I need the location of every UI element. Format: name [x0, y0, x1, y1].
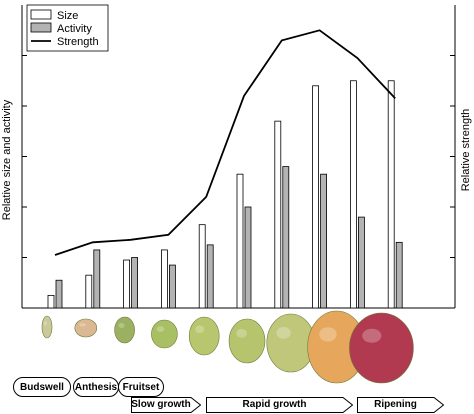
- small-fruit-icon: [151, 319, 178, 349]
- growth-phase-arrow: Ripening: [357, 397, 444, 413]
- legend-label: Activity: [57, 23, 92, 35]
- size-bar: [198, 224, 206, 309]
- activity-bar: [55, 279, 63, 309]
- growth-phase-arrow: Rapid growth: [206, 397, 353, 413]
- growth-phase-arrow: Slow growth: [131, 397, 201, 413]
- size-bar: [274, 120, 282, 309]
- arrow-shape-icon: [131, 397, 201, 413]
- arrow-shape-icon: [357, 397, 444, 413]
- activity-bar: [206, 244, 214, 309]
- bud-icon: [41, 315, 53, 339]
- growth-phase-label: Ripening: [374, 399, 417, 410]
- activity-bar: [131, 257, 139, 309]
- stage-pill: Fruitset: [118, 377, 164, 397]
- growth-phase-label: Rapid growth: [242, 399, 307, 410]
- y-axis-label: Relative size and activity: [1, 99, 13, 220]
- arrow-shape-icon: [206, 397, 353, 413]
- size-bar: [160, 249, 168, 309]
- strength-line: [54, 29, 396, 256]
- size-bar: [236, 173, 244, 309]
- fruit-images: [41, 310, 414, 384]
- chart-bars: [47, 80, 403, 309]
- legend-label: Strength: [57, 36, 99, 48]
- fruit-icon: [228, 318, 266, 364]
- activity-bar: [244, 206, 252, 309]
- fruit-highlight-icon: [156, 326, 165, 332]
- ripe-fruit-icon: [349, 312, 414, 384]
- stage-pill: Budswell: [13, 377, 71, 397]
- fruitset-icon: [114, 316, 135, 344]
- fruit-highlight-icon: [319, 327, 337, 342]
- fruit-highlight-icon: [362, 328, 382, 343]
- chart-line: [54, 29, 396, 256]
- fruit-highlight-icon: [236, 328, 248, 338]
- size-bar: [387, 80, 395, 309]
- size-bar: [349, 80, 357, 309]
- size-bar: [123, 259, 130, 309]
- activity-bar: [357, 216, 365, 309]
- activity-bar: [282, 166, 290, 309]
- size-bar: [85, 274, 93, 309]
- activity-bar: [93, 249, 101, 309]
- stage-pill: Anthesis: [73, 377, 119, 397]
- size-bar: [47, 294, 55, 309]
- activity-bar: [168, 264, 176, 309]
- legend-label: Size: [57, 10, 78, 22]
- fruit-highlight-icon: [195, 325, 205, 334]
- growth-phase-label: Slow growth: [131, 399, 191, 410]
- y2-axis-label: Relative strength: [460, 109, 472, 192]
- fruit-icon: [188, 316, 220, 356]
- fruit-highlight-icon: [44, 320, 47, 326]
- legend-swatch: [30, 9, 52, 20]
- fruit-highlight-icon: [118, 322, 125, 329]
- fruit-highlight-icon: [276, 327, 291, 339]
- legend-swatch: [30, 22, 52, 33]
- activity-bar: [395, 241, 403, 309]
- fruit-highlight-icon: [79, 323, 86, 327]
- flower-icon: [74, 318, 98, 338]
- size-bar: [312, 85, 320, 309]
- activity-bar: [320, 173, 328, 309]
